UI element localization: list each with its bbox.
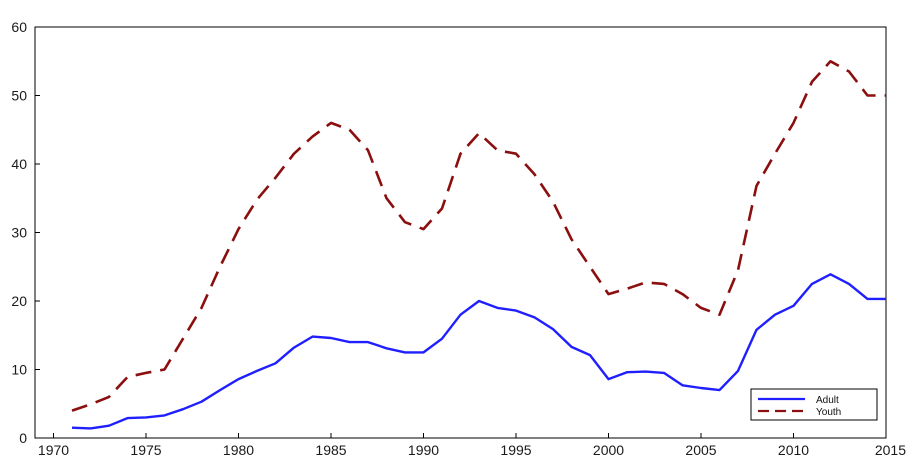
x-tick-label: 1985 bbox=[315, 442, 346, 457]
x-tick-label: 1980 bbox=[223, 442, 254, 457]
x-tick-label: 1995 bbox=[500, 442, 531, 457]
y-tick-label: 30 bbox=[11, 225, 27, 241]
legend: Adult Youth bbox=[750, 388, 878, 421]
plot-area-frame bbox=[34, 26, 887, 439]
y-tick-label: 10 bbox=[11, 362, 27, 378]
y-tick-label: 50 bbox=[11, 88, 27, 104]
series-group bbox=[71, 59, 886, 430]
y-tick-label: 20 bbox=[11, 293, 27, 309]
x-tick-label: 2010 bbox=[778, 442, 809, 457]
x-axis: 1970 1975 1980 1985 1990 1995 2000 2005 2010 2015 bbox=[38, 433, 906, 457]
x-tick-label: 1975 bbox=[130, 442, 161, 457]
x-tick-label: 1990 bbox=[408, 442, 439, 457]
y-tick-label: 40 bbox=[11, 156, 27, 172]
y-tick-label: 60 bbox=[11, 19, 27, 35]
series-line-adult bbox=[71, 273, 886, 430]
x-tick-label: 2000 bbox=[593, 442, 624, 457]
legend-box bbox=[750, 388, 878, 421]
x-tick-label: 2015 bbox=[875, 442, 906, 457]
legend-label-adult: Adult bbox=[816, 395, 839, 406]
x-tick-label: 1970 bbox=[38, 442, 69, 457]
y-axis: 0 10 20 30 40 50 60 bbox=[11, 19, 40, 446]
legend-label-youth: Youth bbox=[816, 407, 841, 418]
series-line-youth bbox=[71, 59, 886, 412]
x-tick-label: 2005 bbox=[685, 442, 716, 457]
y-tick-label: 0 bbox=[19, 430, 27, 446]
